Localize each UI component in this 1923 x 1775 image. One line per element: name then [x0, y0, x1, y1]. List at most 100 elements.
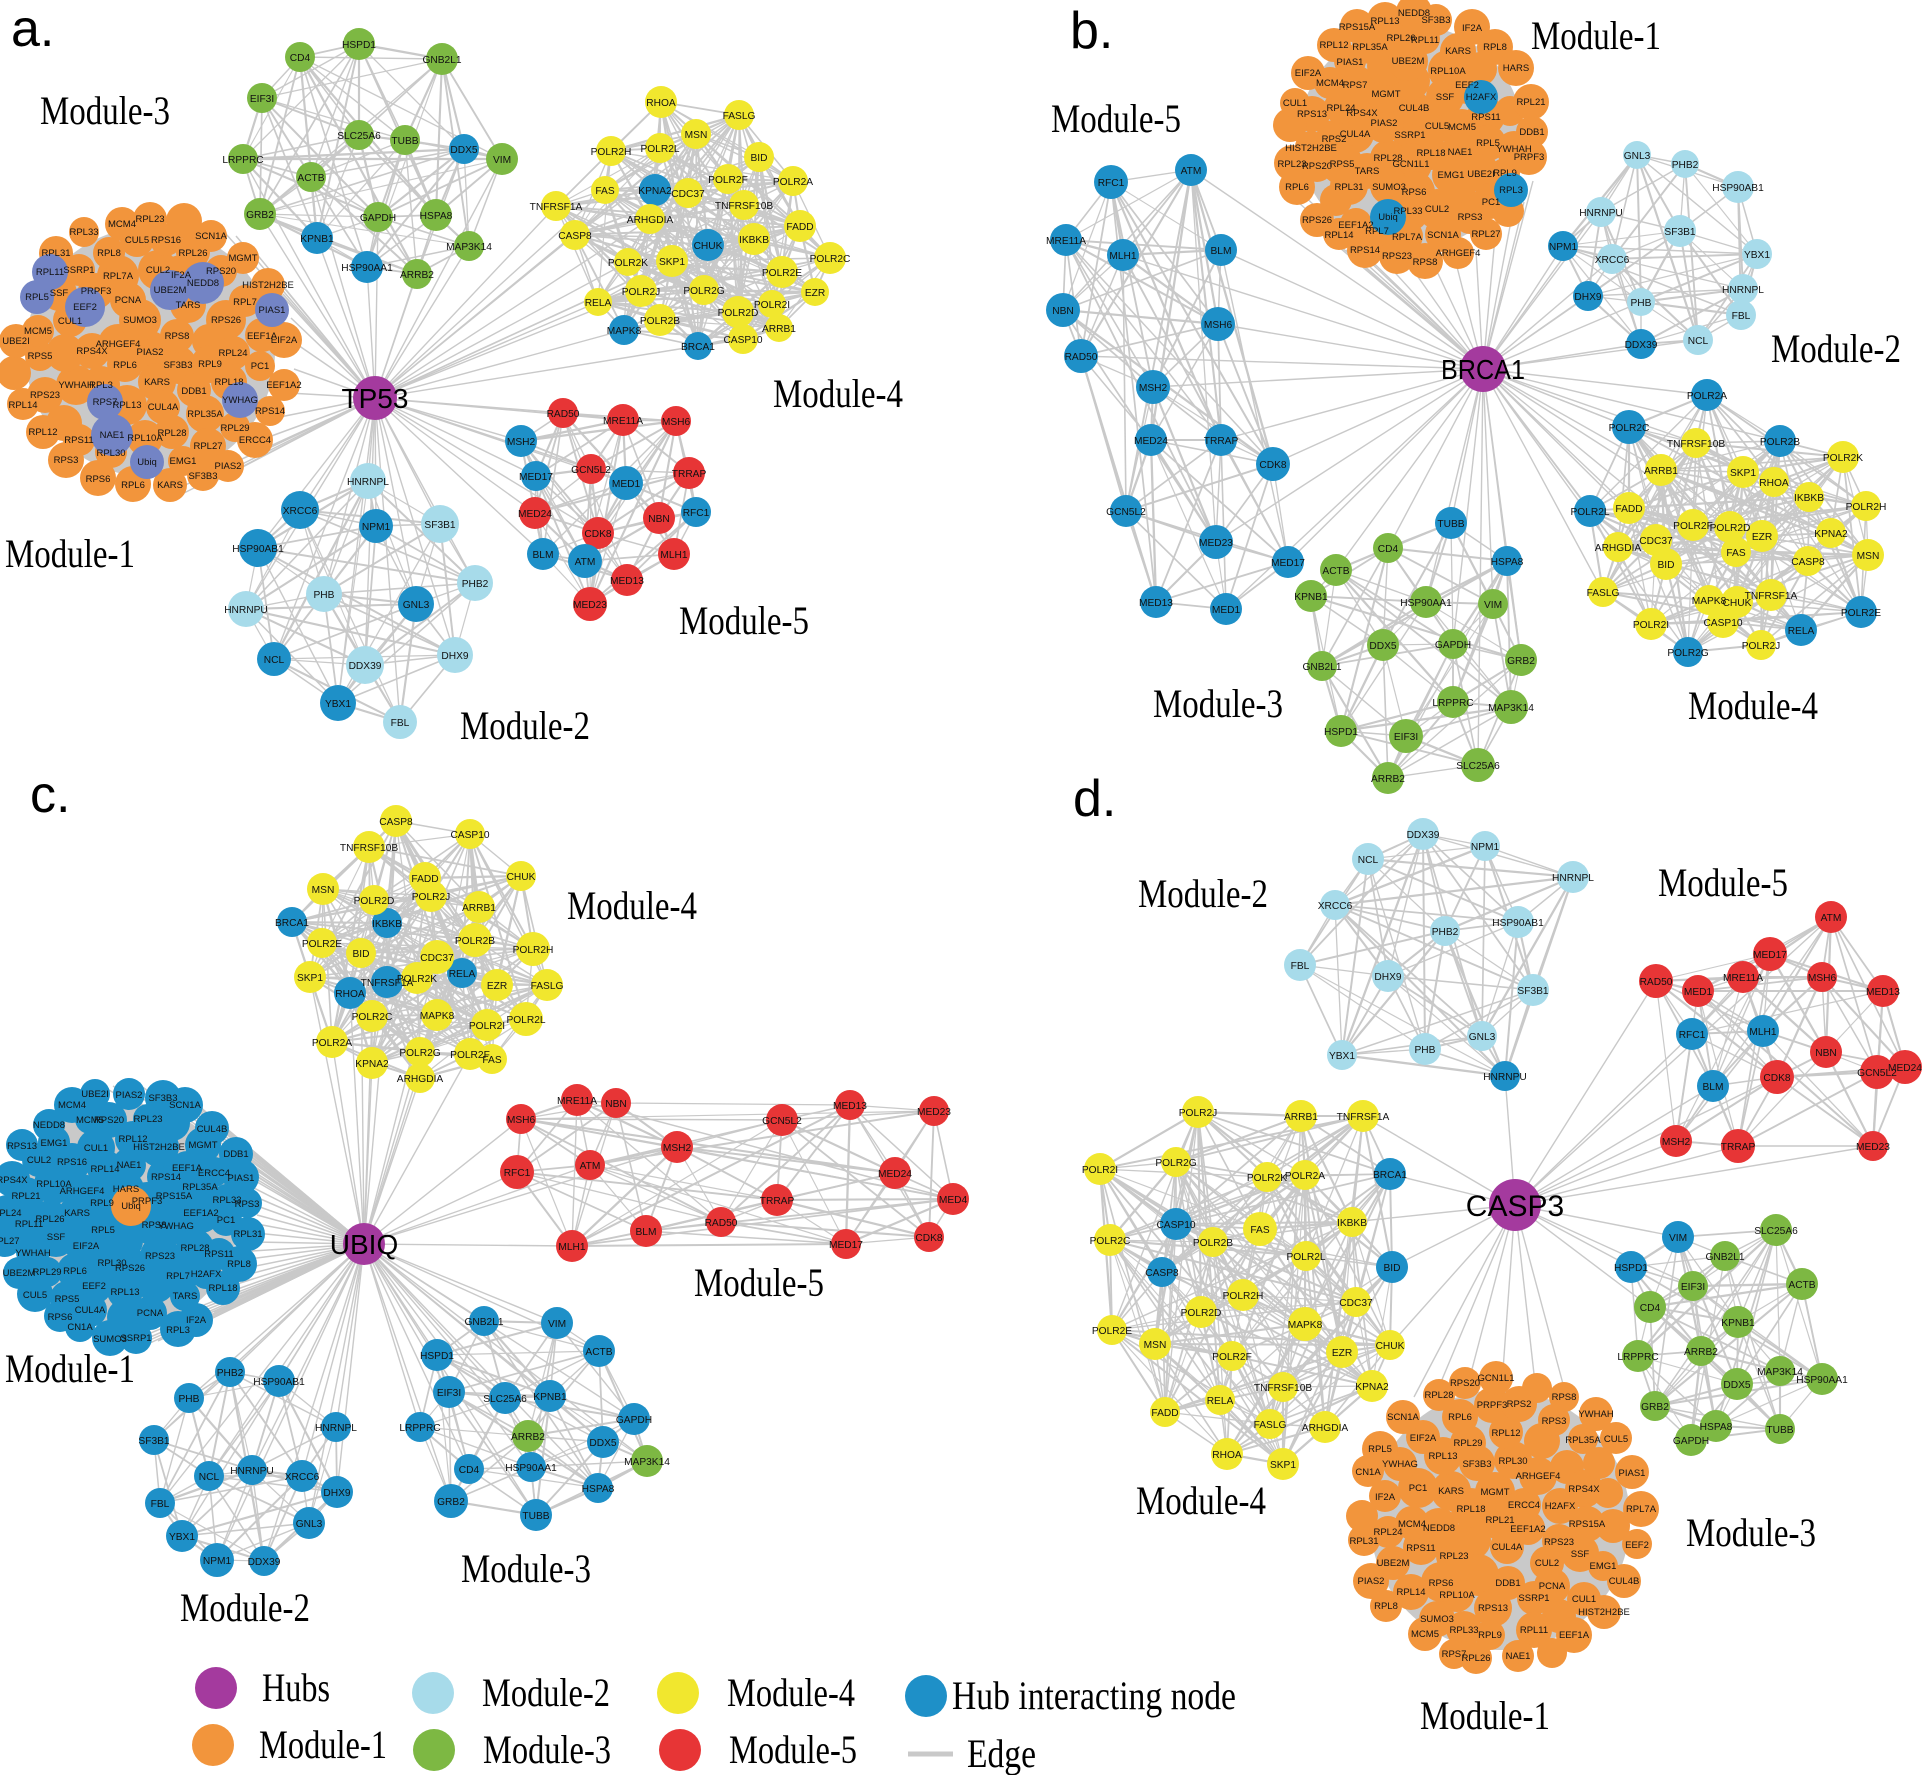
svg-text:HSPD1: HSPD1 [1324, 727, 1358, 738]
svg-text:UBE2I: UBE2I [1467, 169, 1494, 180]
svg-text:SF3B3: SF3B3 [163, 360, 192, 371]
svg-text:BLM: BLM [1703, 1082, 1724, 1093]
svg-text:KPNB1: KPNB1 [533, 1392, 567, 1403]
svg-text:RPS3: RPS3 [54, 455, 79, 466]
svg-text:Module-4: Module-4 [1688, 683, 1818, 728]
svg-text:PIAS1: PIAS1 [1619, 1468, 1646, 1479]
svg-text:YWHAG: YWHAG [222, 395, 258, 406]
svg-text:MAP3K14: MAP3K14 [1488, 703, 1534, 714]
svg-text:YWHAH: YWHAH [58, 380, 94, 391]
svg-text:UBE2I: UBE2I [81, 1089, 108, 1100]
svg-text:HIST2H2BE: HIST2H2BE [1285, 143, 1337, 154]
svg-text:SF3B3: SF3B3 [188, 471, 217, 482]
svg-text:ACTB: ACTB [1322, 566, 1349, 577]
svg-text:RPS4X: RPS4X [1346, 108, 1378, 119]
svg-text:Module-3: Module-3 [461, 1546, 591, 1591]
svg-text:MED13: MED13 [610, 576, 644, 587]
svg-text:RPS8: RPS8 [142, 1220, 167, 1231]
svg-text:MAPK8: MAPK8 [420, 1011, 455, 1022]
svg-text:MAP3K14: MAP3K14 [1757, 1367, 1803, 1378]
svg-text:BRCA1: BRCA1 [1441, 354, 1525, 385]
svg-text:MED23: MED23 [1199, 538, 1233, 549]
svg-text:EEF2: EEF2 [73, 302, 97, 313]
svg-text:Ubiq: Ubiq [1378, 212, 1398, 223]
svg-text:MAPK8: MAPK8 [607, 326, 642, 337]
svg-text:CUL2: CUL2 [146, 265, 170, 276]
svg-text:MGMT: MGMT [228, 253, 257, 264]
svg-text:PC1: PC1 [217, 1215, 235, 1226]
svg-text:MAP3K14: MAP3K14 [624, 1457, 670, 1468]
svg-text:RPS15A: RPS15A [1569, 1519, 1606, 1530]
svg-text:BID: BID [1384, 1263, 1401, 1274]
svg-text:TARS: TARS [176, 300, 201, 311]
svg-text:YWHAG: YWHAG [158, 1221, 194, 1232]
svg-text:POLR2C: POLR2C [810, 254, 851, 265]
svg-text:MED4: MED4 [939, 1195, 968, 1206]
svg-text:EIF2A: EIF2A [1295, 68, 1322, 79]
svg-text:XRCC6: XRCC6 [285, 1472, 320, 1483]
svg-text:Hub interacting node: Hub interacting node [952, 1673, 1236, 1718]
svg-text:KARS: KARS [64, 1208, 90, 1219]
svg-text:FBL: FBL [1732, 311, 1751, 322]
svg-text:SF3B1: SF3B1 [138, 1436, 169, 1447]
svg-text:ERCC4: ERCC4 [1508, 1500, 1540, 1511]
svg-text:KPNA2: KPNA2 [1355, 1382, 1389, 1393]
svg-text:SSF: SSF [47, 1232, 66, 1243]
svg-text:UBE2I: UBE2I [2, 336, 29, 347]
svg-text:CUL2: CUL2 [1535, 1558, 1559, 1569]
svg-text:TRRAP: TRRAP [760, 1196, 795, 1207]
svg-text:NEDD8: NEDD8 [1423, 1523, 1455, 1534]
svg-text:Module-1: Module-1 [259, 1722, 387, 1767]
svg-text:FAS: FAS [482, 1055, 501, 1066]
svg-text:MCM5: MCM5 [1411, 1629, 1439, 1640]
svg-text:GRB2: GRB2 [1641, 1402, 1669, 1413]
svg-text:RPL21: RPL21 [11, 1191, 40, 1202]
svg-text:PIAS1: PIAS1 [228, 1173, 255, 1184]
svg-text:POLR2C: POLR2C [1090, 1236, 1131, 1247]
svg-text:POLR2I: POLR2I [754, 300, 790, 311]
svg-text:NBN: NBN [648, 514, 670, 525]
svg-text:RPS8: RPS8 [1552, 1392, 1577, 1403]
svg-text:Edge: Edge [967, 1731, 1036, 1775]
svg-text:CUL4B: CUL4B [1609, 1576, 1640, 1587]
svg-text:Ubiq: Ubiq [137, 457, 157, 468]
svg-text:Module-4: Module-4 [727, 1670, 855, 1715]
svg-text:MCM4: MCM4 [58, 1100, 86, 1111]
svg-text:GNL3: GNL3 [403, 600, 430, 611]
svg-text:RPL12: RPL12 [28, 427, 57, 438]
svg-text:RPL5: RPL5 [25, 292, 49, 303]
svg-text:CD4: CD4 [459, 1465, 480, 1476]
svg-text:MRE11A: MRE11A [603, 416, 643, 427]
svg-text:RPS16: RPS16 [57, 1157, 87, 1168]
svg-text:DDX5: DDX5 [450, 145, 478, 156]
svg-text:RPS13: RPS13 [7, 1141, 37, 1152]
svg-text:ARHGDIA: ARHGDIA [627, 215, 674, 226]
svg-text:SKP1: SKP1 [1730, 468, 1756, 479]
svg-text:GNL3: GNL3 [1624, 151, 1651, 162]
svg-text:RPL28: RPL28 [1373, 153, 1402, 164]
svg-text:RPL3: RPL3 [89, 380, 113, 391]
svg-text:EIF3I: EIF3I [1394, 732, 1418, 743]
svg-text:DHX9: DHX9 [1374, 972, 1402, 983]
svg-text:SUMO3: SUMO3 [123, 315, 157, 326]
svg-text:TRRAP: TRRAP [1204, 436, 1239, 447]
svg-text:HIST2H2BE: HIST2H2BE [133, 1142, 185, 1153]
svg-text:UBE2M: UBE2M [154, 285, 187, 296]
svg-text:RPL7: RPL7 [166, 1271, 190, 1282]
svg-text:FBL: FBL [151, 1499, 170, 1510]
svg-text:HNRNPL: HNRNPL [315, 1423, 357, 1434]
svg-text:RPL33: RPL33 [212, 1195, 241, 1206]
svg-text:EZR: EZR [805, 288, 825, 299]
svg-text:POLR2F: POLR2F [708, 175, 748, 186]
svg-text:MAP3K14: MAP3K14 [446, 242, 492, 253]
svg-text:TNFRSF1A: TNFRSF1A [1745, 591, 1798, 602]
svg-text:PHB: PHB [314, 590, 335, 601]
svg-text:RFC1: RFC1 [504, 1168, 531, 1179]
svg-text:ATM: ATM [1821, 913, 1842, 924]
svg-text:POLR2G: POLR2G [399, 1048, 440, 1059]
svg-text:RPS4X: RPS4X [0, 1175, 28, 1186]
svg-text:RPL27: RPL27 [0, 1236, 20, 1247]
svg-text:a.: a. [11, 0, 54, 58]
svg-text:SSF: SSF [1436, 92, 1455, 103]
svg-text:RPL3: RPL3 [1499, 185, 1523, 196]
